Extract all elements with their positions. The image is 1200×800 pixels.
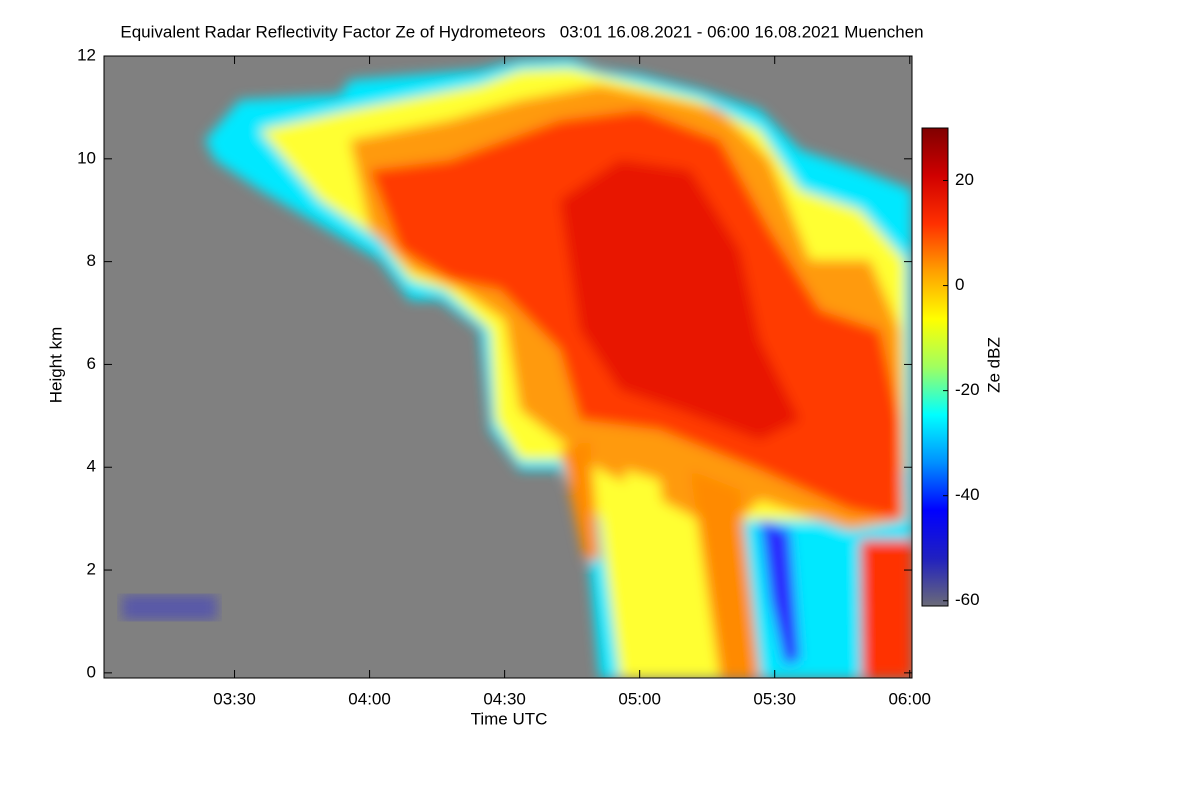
- y-tick-label: 12: [77, 45, 96, 64]
- y-axis-label: Height km: [46, 327, 65, 404]
- x-tick-label: 04:00: [348, 689, 391, 708]
- colorbar-tick-label: -20: [955, 380, 980, 399]
- plot-frame: [103, 55, 913, 679]
- chart-title: Equivalent Radar Reflectivity Factor Ze …: [120, 22, 923, 41]
- x-tick-label: 03:30: [213, 689, 256, 708]
- y-tick-label: 4: [87, 457, 96, 476]
- colorbar-tick-label: -40: [955, 485, 980, 504]
- colorbar-tick-label: 0: [955, 275, 964, 294]
- x-tick-label: 05:30: [753, 689, 796, 708]
- reflectivity-field: [122, 58, 912, 678]
- y-tick-label: 2: [87, 560, 96, 579]
- y-tick-label: 0: [87, 662, 96, 681]
- y-tick-label: 8: [87, 251, 96, 270]
- y-tick-label: 10: [77, 148, 96, 167]
- x-tick-label: 05:00: [618, 689, 661, 708]
- y-tick-label: 6: [87, 354, 96, 373]
- x-tick-label: 06:00: [888, 689, 931, 708]
- x-axis-label: Time UTC: [471, 709, 548, 728]
- colorbar-label: Ze dBZ: [984, 337, 1003, 393]
- colorbar-tick-label: 20: [955, 170, 974, 189]
- colorbar-tick-label: -60: [955, 590, 980, 609]
- x-tick-label: 04:30: [483, 689, 526, 708]
- colorbar: [921, 127, 949, 607]
